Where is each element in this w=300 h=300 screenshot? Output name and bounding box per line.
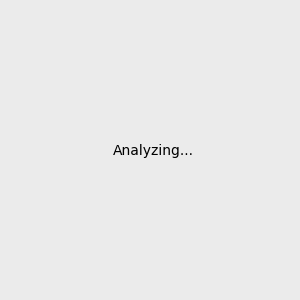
Text: Analyzing...: Analyzing... xyxy=(113,145,194,158)
